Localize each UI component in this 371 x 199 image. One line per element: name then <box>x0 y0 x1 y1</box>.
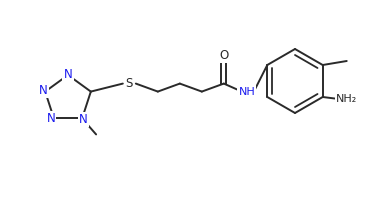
Text: S: S <box>125 77 132 90</box>
Text: O: O <box>219 49 229 62</box>
Text: N: N <box>39 84 47 97</box>
Text: N: N <box>79 113 88 126</box>
Text: NH: NH <box>239 87 255 97</box>
Text: NH₂: NH₂ <box>336 94 357 104</box>
Text: N: N <box>46 112 55 125</box>
Text: N: N <box>63 67 72 81</box>
